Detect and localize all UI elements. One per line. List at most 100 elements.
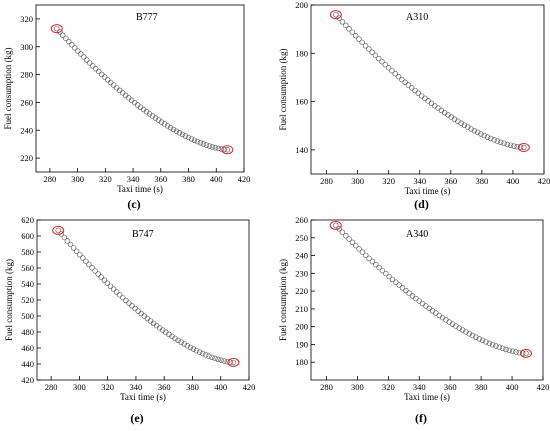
chart-title: A340 xyxy=(406,229,428,240)
x-tick-label: 360 xyxy=(154,174,167,184)
data-point xyxy=(521,144,527,151)
x-tick-label: 340 xyxy=(130,382,143,392)
data-point xyxy=(66,38,72,45)
chart-b777: 280 300 320 340 360 380 400 420 220 240 260 280 300 3… xyxy=(3,4,250,211)
data-point xyxy=(349,239,356,246)
data-point xyxy=(416,298,422,304)
x-axis-label: Taxi time (s) xyxy=(405,186,451,196)
data-point xyxy=(392,70,398,77)
data-point xyxy=(403,287,409,294)
data-point xyxy=(343,22,349,29)
x-tick-label: 400 xyxy=(210,174,223,184)
data-point xyxy=(471,127,478,134)
data-point xyxy=(395,73,402,80)
data-point xyxy=(70,245,77,251)
data-point xyxy=(215,145,222,152)
chart-a310: 280 300 320 340 360 380 400 420 140 160 180 200 Taxi… xyxy=(278,0,550,211)
data-point xyxy=(507,142,514,148)
data-point xyxy=(128,97,135,103)
data-point xyxy=(182,133,189,139)
data-point xyxy=(86,261,92,268)
data-point xyxy=(393,279,399,285)
data-point xyxy=(389,276,396,283)
highlight-circle xyxy=(50,24,63,34)
data-point xyxy=(206,353,212,359)
panel-label: (e) xyxy=(130,411,143,425)
data-point xyxy=(408,85,415,91)
data-point xyxy=(92,65,99,72)
y-tick-label: 240 xyxy=(295,251,308,261)
data-point xyxy=(509,348,516,354)
data-point xyxy=(433,310,439,316)
data-point xyxy=(190,346,197,352)
data-point xyxy=(147,318,154,324)
data-point xyxy=(200,141,207,147)
data-point xyxy=(191,137,198,143)
x-tick-label: 280 xyxy=(45,382,58,392)
data-point xyxy=(98,274,104,280)
data-point xyxy=(369,258,376,265)
y-tick-label: 600 xyxy=(21,231,34,241)
data-point xyxy=(95,68,102,75)
chart-title: B747 xyxy=(132,229,154,240)
data-point xyxy=(209,144,216,150)
x-tick-label: 300 xyxy=(351,176,364,186)
data-point xyxy=(474,129,481,136)
data-point xyxy=(113,289,120,295)
data-point xyxy=(439,314,446,321)
data-point xyxy=(169,333,175,340)
y-tick-label: 230 xyxy=(295,268,308,278)
data-point xyxy=(176,130,183,136)
data-point xyxy=(459,327,466,333)
data-point xyxy=(523,350,529,357)
data-point xyxy=(150,320,157,326)
data-point xyxy=(511,143,517,149)
x-tick-label: 320 xyxy=(382,382,395,392)
data-point xyxy=(119,90,126,96)
y-tick-label: 200 xyxy=(295,0,308,10)
data-point xyxy=(426,305,432,312)
data-point xyxy=(92,268,98,274)
highlight-circle xyxy=(221,145,234,155)
data-point xyxy=(425,98,431,104)
data-point xyxy=(161,121,168,127)
y-tick-label: 460 xyxy=(21,343,34,353)
data-point xyxy=(135,308,141,314)
data-point xyxy=(418,93,425,99)
chart-a340: 280 300 320 340 360 380 400 420 180 190 200 210 220 2… xyxy=(278,215,549,425)
data-point xyxy=(465,124,471,130)
data-point xyxy=(383,270,389,277)
data-point xyxy=(356,36,362,42)
data-point xyxy=(187,344,194,351)
data-point xyxy=(363,252,369,258)
data-point xyxy=(104,77,111,83)
data-point xyxy=(110,286,117,292)
data-point xyxy=(123,297,129,304)
data-point xyxy=(479,337,486,344)
data-point xyxy=(200,350,206,357)
data-point xyxy=(438,107,445,114)
data-point xyxy=(212,355,218,362)
y-tick-label: 480 xyxy=(21,327,34,337)
data-point xyxy=(158,119,165,125)
data-point xyxy=(63,35,69,42)
data-point xyxy=(72,45,78,51)
data-point xyxy=(107,283,114,289)
y-tick-label: 440 xyxy=(21,359,34,369)
x-tick-label: 380 xyxy=(475,382,488,392)
data-point xyxy=(107,79,114,86)
data-point xyxy=(101,74,108,80)
data-point xyxy=(230,359,237,366)
data-point xyxy=(481,132,487,139)
data-point xyxy=(469,332,476,339)
data-point xyxy=(399,76,405,83)
data-point xyxy=(461,122,468,128)
x-tick-label: 320 xyxy=(382,176,395,186)
data-point xyxy=(486,340,492,347)
data-point xyxy=(356,246,362,252)
data-point xyxy=(110,82,117,88)
y-tick-label: 320 xyxy=(20,14,33,24)
y-tick-label: 140 xyxy=(295,145,308,155)
highlight-circle xyxy=(519,348,532,358)
data-point xyxy=(144,315,151,322)
